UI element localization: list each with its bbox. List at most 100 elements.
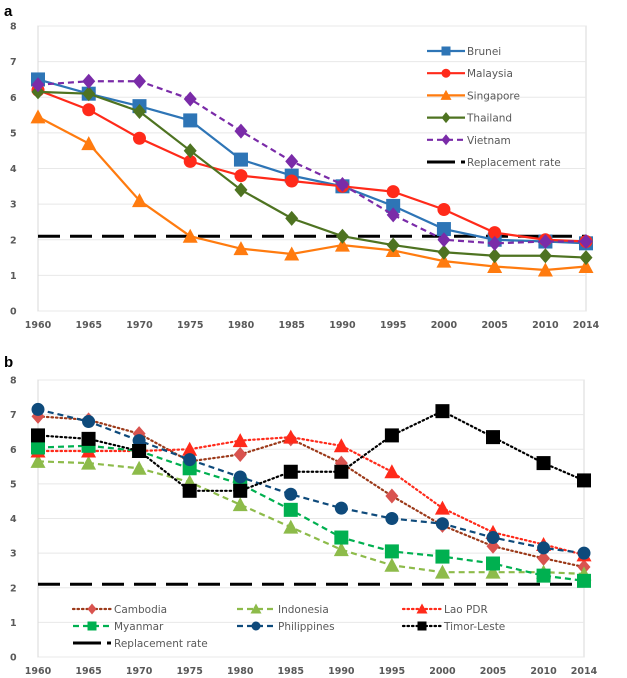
panel-a-data-point-singapore bbox=[537, 262, 553, 277]
panel-a-data-point-vietnam bbox=[234, 123, 248, 139]
panel-b-series-line-cambodia bbox=[36, 415, 586, 569]
panel-b-y-tick-label: 8 bbox=[10, 376, 17, 387]
panel-a-data-point-malaysia bbox=[82, 103, 96, 117]
panel-b-series-line-indonesia bbox=[37, 460, 585, 575]
panel-b-y-tick-label: 5 bbox=[10, 479, 17, 490]
panel-b-data-point-philippines bbox=[82, 415, 96, 429]
panel-b-y-tick-label: 6 bbox=[10, 445, 17, 456]
panel-b-legend-label-indonesia: Indonesia bbox=[278, 604, 329, 616]
panel-a-series-vietnam bbox=[31, 73, 593, 251]
panel-a-y-tick-label: 4 bbox=[10, 164, 17, 175]
panel-b-legend-label-cambodia: Cambodia bbox=[114, 604, 167, 616]
panel-b-data-point-myanmar bbox=[31, 440, 45, 455]
panel-a-legend-label-thailand: Thailand bbox=[466, 113, 512, 125]
panel-b-data-point-myanmar bbox=[486, 556, 500, 571]
panel-b-legend-label-myanmar: Myanmar bbox=[114, 621, 164, 633]
panel-a-x-tick-label: 2014 bbox=[573, 320, 600, 331]
panel-a-data-point-malaysia bbox=[234, 169, 248, 183]
panel-a-data-point-thailand bbox=[437, 244, 451, 260]
panel-b-y-tick-label: 1 bbox=[10, 618, 17, 629]
panel-b-series-philippines bbox=[31, 402, 591, 560]
panel-a-data-point-thailand bbox=[335, 228, 349, 244]
panel-b-label: b bbox=[4, 354, 13, 371]
panel-a-legend-marker-malaysia bbox=[441, 68, 451, 78]
panel-a-legend-marker-brunei bbox=[441, 46, 451, 56]
panel-a-data-point-thailand bbox=[285, 210, 299, 226]
panel-b-legend-label-philippines: Philippines bbox=[278, 621, 335, 633]
panel-b-data-point-indonesia bbox=[384, 557, 400, 572]
panel-b-x-tick-label: 1985 bbox=[278, 666, 304, 677]
panel-a-y-tick-label: 5 bbox=[10, 128, 17, 139]
panel-a-legend-label-brunei: Brunei bbox=[467, 46, 501, 58]
panel-a-data-point-vietnam bbox=[437, 232, 451, 248]
panel-a-data-point-vietnam bbox=[132, 73, 146, 89]
panel-b-data-point-philippines bbox=[537, 541, 551, 555]
panel-a-data-point-singapore bbox=[233, 241, 249, 256]
panel-b-chart: 0 1 2 3 4 5 6 7 8 1960 1965 1970 1975 1980 1985 1990 199… bbox=[10, 376, 598, 678]
panel-a-x-tick-label: 1985 bbox=[278, 320, 304, 331]
panel-a-data-point-thailand bbox=[488, 248, 502, 264]
panel-b-y-tick-label: 7 bbox=[10, 410, 17, 421]
panel-b-data-point-lao-pdr bbox=[182, 441, 198, 456]
panel-a-series-singapore bbox=[30, 109, 594, 277]
panel-b-x-tick-label: 2014 bbox=[571, 666, 598, 677]
panel-a-data-point-malaysia bbox=[132, 131, 146, 145]
panel-a-y-tick-label: 0 bbox=[10, 307, 17, 318]
panel-b-data-point-myanmar bbox=[536, 568, 551, 583]
panel-a-data-point-brunei bbox=[436, 222, 451, 237]
panel-b-y-tick-label: 3 bbox=[10, 549, 17, 560]
panel-b-data-point-timor-leste bbox=[233, 483, 248, 498]
panel-b-data-point-philippines bbox=[284, 487, 298, 501]
panel-a-data-point-malaysia bbox=[386, 185, 400, 199]
panel-a-legend-label-replacement-rate: Replacement rate bbox=[467, 157, 561, 169]
panel-a-x-tick-label: 2005 bbox=[481, 320, 507, 331]
panel-a-data-point-thailand bbox=[82, 86, 96, 102]
panel-b-x-tick-label: 2000 bbox=[429, 666, 456, 677]
panel-b-data-point-myanmar bbox=[384, 544, 399, 559]
panel-b-x-tick-label: 1960 bbox=[25, 666, 52, 677]
panel-b-data-point-lao-pdr bbox=[434, 500, 450, 515]
panel-b-data-point-myanmar bbox=[577, 573, 591, 588]
panel-b-data-point-philippines bbox=[486, 531, 500, 545]
panel-b-data-point-timor-leste bbox=[435, 404, 450, 419]
panel-a-chart: 0 1 2 3 4 5 6 7 8 1960 1965 1970 1975 1980 1985 1990 199… bbox=[10, 22, 600, 332]
panel-a-data-point-singapore bbox=[81, 136, 97, 151]
panel-b-data-point-myanmar bbox=[334, 530, 349, 545]
panel-b-x-tick-label: 1965 bbox=[75, 666, 101, 677]
panel-b-legend-label-lao-pdr: Lao PDR bbox=[444, 604, 488, 616]
panel-a-x-tick-label: 2000 bbox=[431, 320, 458, 331]
panel-a-series-line-thailand bbox=[37, 90, 587, 259]
panel-b-series-line-lao-pdr bbox=[36, 436, 586, 556]
panel-b-series-cambodia bbox=[31, 408, 591, 575]
panel-a-data-point-thailand bbox=[183, 143, 197, 159]
panel-a-data-point-singapore bbox=[578, 258, 594, 273]
panel-a-data-point-vietnam bbox=[335, 177, 349, 193]
panel-b-data-point-timor-leste bbox=[283, 464, 298, 479]
panel-b-legend-label-replacement-rate: Replacement rate bbox=[114, 638, 208, 650]
panel-a-legend: Brunei Malaysia Singapore Thailand Vietnam Re… bbox=[427, 46, 561, 169]
panel-b-data-point-timor-leste bbox=[536, 456, 551, 471]
panel-b-data-point-indonesia bbox=[131, 460, 147, 475]
panel-b-data-point-timor-leste bbox=[132, 443, 147, 458]
panel-b-data-point-timor-leste bbox=[182, 483, 197, 498]
panel-b-data-point-myanmar bbox=[435, 549, 450, 564]
panel-a-data-point-thailand bbox=[386, 237, 400, 253]
panel-b-data-point-philippines bbox=[435, 517, 449, 531]
panel-b-legend-marker-lao-pdr bbox=[416, 603, 428, 614]
panel-a-data-point-brunei bbox=[386, 198, 401, 213]
panel-b-legend-marker-timor-leste bbox=[417, 621, 427, 631]
panel-a-data-point-vietnam bbox=[285, 153, 299, 169]
panel-a-x-tick-label: 1980 bbox=[228, 320, 255, 331]
panel-a-series-line-malaysia bbox=[37, 89, 587, 243]
panel-b-x-tick-label: 2010 bbox=[530, 666, 557, 677]
panel-a-legend-label-singapore: Singapore bbox=[467, 90, 520, 102]
panel-a-data-point-singapore bbox=[131, 193, 147, 208]
panel-a-legend-marker-vietnam bbox=[441, 134, 451, 146]
panel-a-data-point-vietnam bbox=[31, 77, 45, 93]
panel-a-y-tick-label: 7 bbox=[10, 57, 17, 68]
panel-a-data-point-malaysia bbox=[488, 226, 502, 240]
panel-a-label: a bbox=[4, 3, 13, 20]
panel-a-legend-marker-singapore bbox=[440, 89, 452, 100]
panel-b-data-point-philippines bbox=[385, 512, 399, 525]
